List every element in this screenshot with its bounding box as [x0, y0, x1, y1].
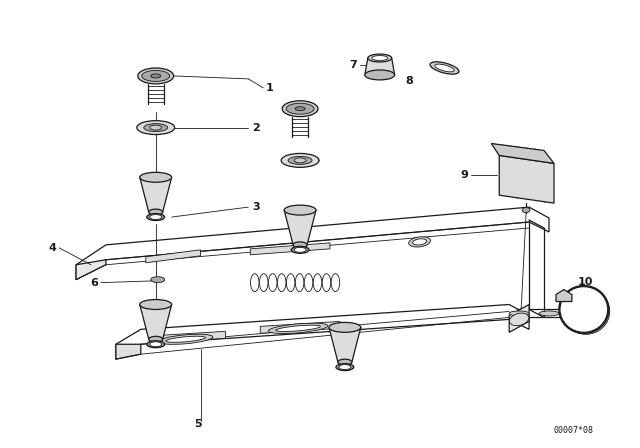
Ellipse shape [372, 56, 388, 60]
Ellipse shape [435, 64, 454, 72]
Ellipse shape [140, 300, 172, 310]
Text: 10: 10 [578, 277, 593, 287]
Ellipse shape [413, 239, 426, 245]
Ellipse shape [140, 172, 172, 182]
Text: 00007*08: 00007*08 [554, 426, 594, 435]
Polygon shape [250, 243, 330, 255]
Ellipse shape [150, 125, 162, 130]
Text: 5: 5 [194, 419, 202, 429]
Ellipse shape [294, 247, 306, 252]
Ellipse shape [137, 121, 175, 134]
Ellipse shape [409, 237, 431, 247]
Ellipse shape [368, 54, 392, 62]
Ellipse shape [268, 274, 277, 292]
Text: 7: 7 [349, 60, 357, 70]
Polygon shape [76, 260, 106, 280]
Ellipse shape [522, 207, 530, 212]
Ellipse shape [158, 334, 213, 345]
Polygon shape [116, 344, 141, 359]
Ellipse shape [331, 274, 340, 292]
Polygon shape [140, 177, 172, 212]
Ellipse shape [329, 323, 361, 332]
Text: 1: 1 [265, 83, 273, 93]
Polygon shape [260, 321, 340, 333]
Ellipse shape [166, 336, 205, 342]
Ellipse shape [293, 242, 307, 248]
Ellipse shape [151, 74, 161, 78]
Ellipse shape [339, 365, 351, 370]
Polygon shape [556, 289, 572, 302]
Text: 9: 9 [460, 170, 468, 180]
Ellipse shape [336, 364, 354, 370]
Polygon shape [509, 305, 529, 332]
Ellipse shape [430, 62, 459, 74]
Ellipse shape [148, 336, 163, 342]
Text: 6: 6 [90, 278, 98, 288]
Ellipse shape [509, 311, 529, 316]
Ellipse shape [294, 158, 306, 163]
Ellipse shape [151, 277, 164, 283]
Polygon shape [284, 210, 316, 245]
Ellipse shape [150, 215, 162, 220]
Text: 8: 8 [406, 76, 413, 86]
Ellipse shape [268, 323, 328, 333]
Polygon shape [492, 143, 554, 164]
Ellipse shape [148, 209, 163, 215]
Ellipse shape [562, 289, 610, 334]
Ellipse shape [288, 156, 312, 164]
Polygon shape [329, 327, 361, 362]
Text: 3: 3 [252, 202, 260, 212]
Polygon shape [499, 155, 554, 203]
Ellipse shape [286, 103, 314, 114]
Ellipse shape [539, 311, 559, 316]
Ellipse shape [142, 70, 170, 82]
Ellipse shape [259, 274, 268, 292]
Ellipse shape [338, 359, 352, 365]
Polygon shape [140, 305, 172, 339]
Ellipse shape [276, 325, 321, 332]
Polygon shape [365, 58, 395, 75]
Text: 2: 2 [252, 123, 260, 133]
Ellipse shape [322, 274, 331, 292]
Ellipse shape [282, 101, 318, 116]
Polygon shape [76, 207, 549, 280]
Ellipse shape [313, 274, 322, 292]
Ellipse shape [559, 286, 609, 333]
Ellipse shape [250, 274, 259, 292]
Ellipse shape [291, 246, 309, 253]
Ellipse shape [560, 287, 608, 332]
Ellipse shape [138, 68, 173, 84]
Ellipse shape [144, 124, 168, 132]
Ellipse shape [150, 342, 162, 347]
Ellipse shape [509, 313, 529, 326]
Polygon shape [161, 332, 225, 342]
Polygon shape [146, 250, 200, 263]
Ellipse shape [286, 274, 295, 292]
Ellipse shape [147, 341, 164, 348]
Ellipse shape [277, 274, 286, 292]
Polygon shape [116, 305, 529, 359]
Ellipse shape [281, 154, 319, 168]
Text: 4: 4 [48, 243, 56, 253]
Ellipse shape [147, 214, 164, 220]
Ellipse shape [284, 205, 316, 215]
Ellipse shape [304, 274, 313, 292]
Ellipse shape [365, 70, 395, 80]
Ellipse shape [295, 107, 305, 111]
Ellipse shape [295, 274, 304, 292]
